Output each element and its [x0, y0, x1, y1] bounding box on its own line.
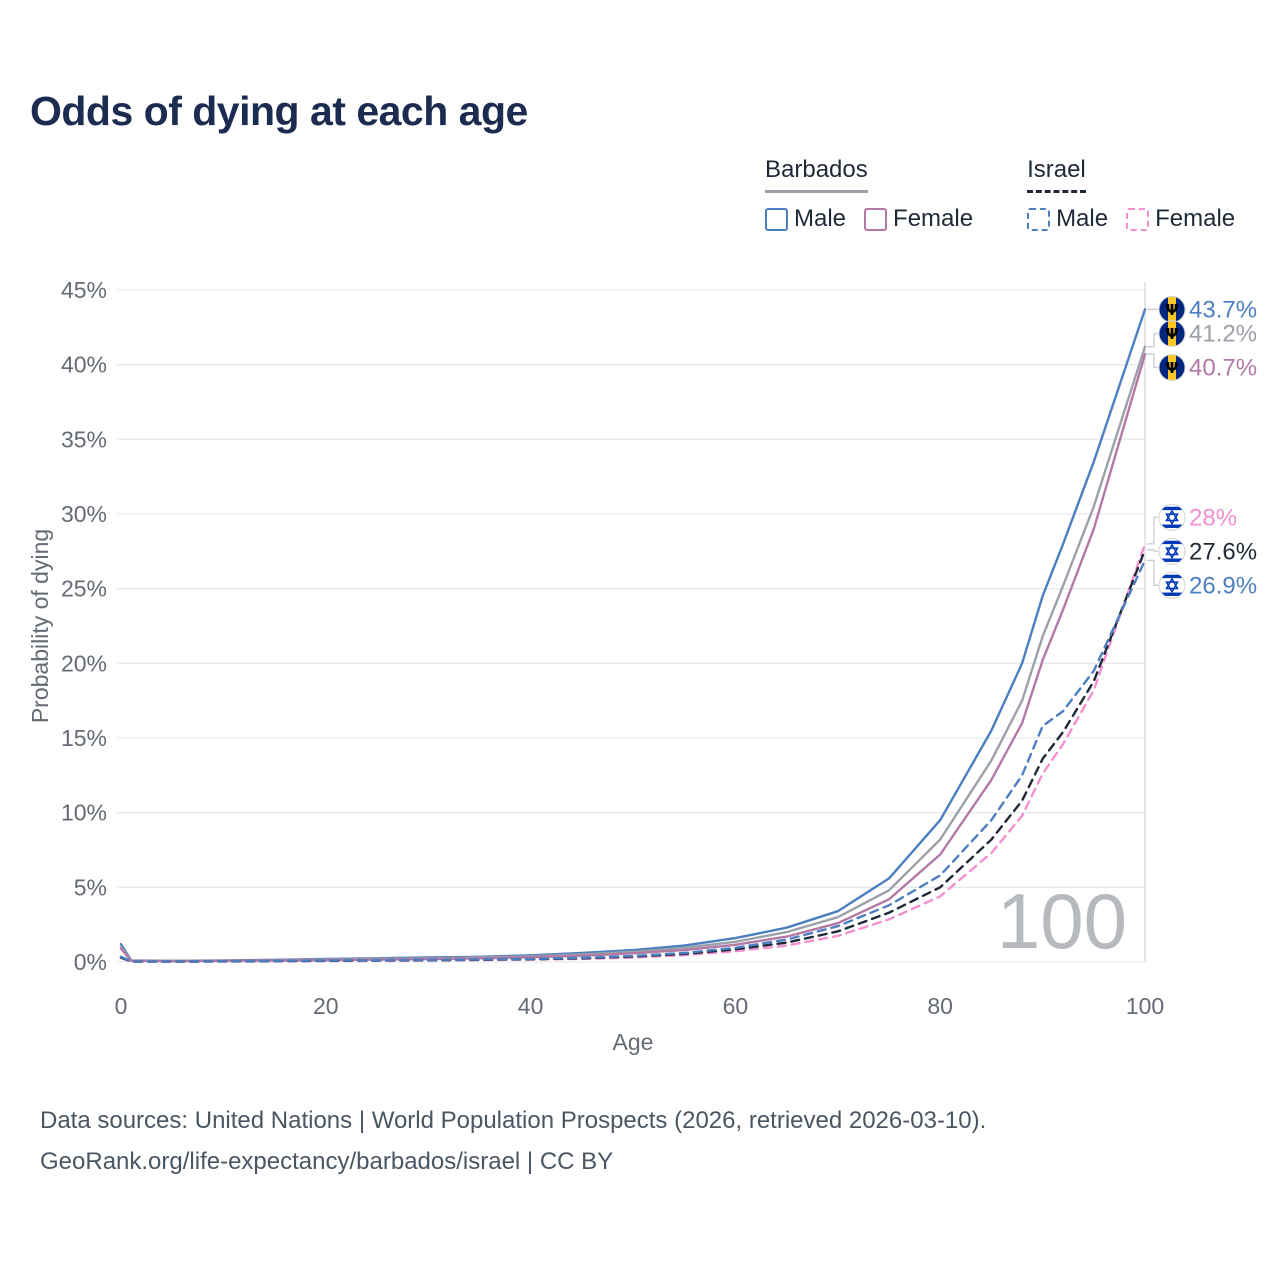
legend-country-israel: Israel: [1027, 156, 1086, 193]
series-end-value: 26.9%: [1189, 572, 1257, 599]
series-line: [119, 542, 1147, 963]
series-line: [119, 559, 1147, 963]
svg-text:20: 20: [313, 993, 339, 1019]
source-note: Data sources: United Nations | World Pop…: [40, 1100, 986, 1182]
israel-flag-icon: [1158, 537, 1186, 565]
svg-text:10%: 10%: [61, 800, 107, 826]
legend-item-barbados-male: Male: [765, 205, 846, 233]
legend-label-israel-female: Female: [1155, 205, 1236, 232]
svg-text:40: 40: [518, 993, 544, 1019]
svg-text:Ψ: Ψ: [1166, 301, 1179, 319]
chart-title: Odds of dying at each age: [30, 88, 528, 134]
barbados-female-swatch-icon: [864, 207, 888, 231]
israel-female-swatch-icon: [1126, 207, 1150, 231]
legend-label-barbados-male: Male: [794, 205, 847, 232]
svg-text:25%: 25%: [61, 576, 107, 602]
svg-text:20%: 20%: [61, 650, 107, 676]
hover-age-watermark: 100: [997, 877, 1127, 965]
end-labels: Ψ 43.7% Ψ 41.2% Ψ 40.7% 28%: [1147, 295, 1257, 599]
source-line-2: GeoRank.org/life-expectancy/barbados/isr…: [40, 1148, 614, 1175]
series-end-value: 43.7%: [1189, 296, 1257, 323]
x-ticks: 0 20 40 60 80 100: [115, 993, 1165, 1019]
series-lines: [119, 308, 1147, 963]
legend-label-barbados-female: Female: [893, 205, 974, 232]
series-end-value: 28%: [1189, 504, 1237, 531]
svg-text:0%: 0%: [74, 949, 107, 975]
svg-text:5%: 5%: [74, 874, 107, 900]
svg-text:Ψ: Ψ: [1166, 325, 1179, 343]
barbados-flag-icon: Ψ: [1158, 353, 1186, 381]
legend-country-barbados: Barbados: [765, 156, 868, 193]
legend-group-israel: Israel Male Female: [1027, 156, 1245, 233]
legend-label-israel-male: Male: [1056, 205, 1109, 232]
svg-text:40%: 40%: [61, 352, 107, 378]
legend-item-barbados-female: Female: [864, 205, 973, 233]
y-axis-label: Probability of dying: [27, 529, 53, 723]
legend-item-israel-male: Male: [1027, 205, 1108, 233]
x-axis-label: Age: [613, 1029, 654, 1055]
svg-text:100: 100: [1126, 993, 1164, 1019]
israel-flag-icon: [1158, 571, 1186, 599]
series-line: [119, 353, 1147, 963]
series-line: [119, 548, 1147, 963]
svg-text:Ψ: Ψ: [1166, 359, 1179, 377]
svg-text:45%: 45%: [61, 277, 107, 303]
svg-text:15%: 15%: [61, 725, 107, 751]
svg-text:30%: 30%: [61, 501, 107, 527]
svg-text:80: 80: [927, 993, 953, 1019]
series-end-value: 27.6%: [1189, 538, 1257, 565]
svg-text:0: 0: [115, 993, 128, 1019]
source-line-1: Data sources: United Nations | World Pop…: [40, 1107, 987, 1134]
legend: Barbados Male Female Israel Male: [765, 156, 1245, 233]
barbados-flag-icon: Ψ: [1158, 319, 1186, 347]
israel-male-swatch-icon: [1027, 207, 1051, 231]
series-end-value: 40.7%: [1189, 355, 1257, 382]
barbados-male-swatch-icon: [765, 207, 788, 231]
series-line: [119, 308, 1147, 962]
svg-text:35%: 35%: [61, 426, 107, 452]
israel-flag-icon: [1158, 503, 1186, 531]
gridlines-and-y-ticks: 0% 5% 10% 15% 20% 25% 30% 35% 40% 45%: [61, 277, 1145, 975]
barbados-flag-icon: Ψ: [1158, 295, 1186, 323]
svg-text:60: 60: [723, 993, 749, 1019]
legend-group-barbados: Barbados Male Female: [765, 156, 983, 233]
legend-item-israel-female: Female: [1126, 205, 1235, 233]
series-end-value: 41.2%: [1189, 321, 1257, 348]
